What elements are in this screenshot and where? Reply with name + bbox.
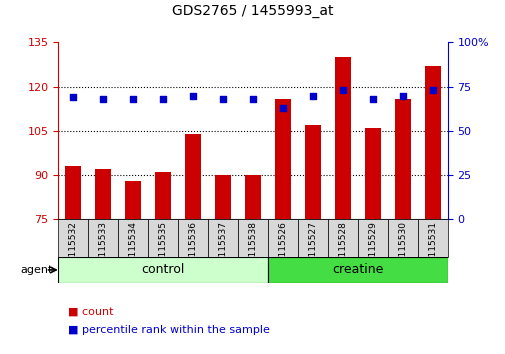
Bar bbox=[304, 125, 321, 219]
Bar bbox=[125, 181, 141, 219]
Text: control: control bbox=[141, 263, 184, 276]
Point bbox=[219, 96, 227, 102]
Point bbox=[248, 96, 257, 102]
Bar bbox=[95, 169, 111, 219]
Text: GSM115531: GSM115531 bbox=[427, 221, 436, 276]
Text: agent: agent bbox=[21, 265, 53, 275]
Bar bbox=[155, 172, 171, 219]
FancyBboxPatch shape bbox=[88, 219, 118, 257]
FancyBboxPatch shape bbox=[327, 219, 357, 257]
Bar bbox=[65, 166, 81, 219]
Point bbox=[338, 87, 346, 93]
Point bbox=[69, 95, 77, 100]
Text: GSM115535: GSM115535 bbox=[158, 221, 167, 276]
Point bbox=[99, 96, 107, 102]
Text: GSM115537: GSM115537 bbox=[218, 221, 227, 276]
Point bbox=[398, 93, 406, 98]
Text: GSM115538: GSM115538 bbox=[248, 221, 257, 276]
FancyBboxPatch shape bbox=[58, 257, 268, 283]
FancyBboxPatch shape bbox=[148, 219, 178, 257]
Bar bbox=[394, 98, 410, 219]
Bar bbox=[364, 128, 380, 219]
FancyBboxPatch shape bbox=[118, 219, 148, 257]
FancyBboxPatch shape bbox=[297, 219, 327, 257]
Text: GSM115530: GSM115530 bbox=[397, 221, 407, 276]
FancyBboxPatch shape bbox=[237, 219, 268, 257]
FancyBboxPatch shape bbox=[178, 219, 208, 257]
Bar bbox=[424, 66, 440, 219]
Point bbox=[428, 87, 436, 93]
Bar bbox=[184, 134, 201, 219]
Text: GSM115532: GSM115532 bbox=[69, 221, 78, 276]
Text: GSM115529: GSM115529 bbox=[368, 221, 377, 276]
FancyBboxPatch shape bbox=[268, 219, 297, 257]
Text: GSM115526: GSM115526 bbox=[278, 221, 287, 276]
Point bbox=[368, 96, 376, 102]
FancyBboxPatch shape bbox=[417, 219, 447, 257]
FancyBboxPatch shape bbox=[268, 257, 447, 283]
Bar bbox=[274, 98, 291, 219]
Text: GSM115536: GSM115536 bbox=[188, 221, 197, 276]
Text: GSM115528: GSM115528 bbox=[338, 221, 347, 276]
FancyBboxPatch shape bbox=[357, 219, 387, 257]
Bar bbox=[214, 175, 231, 219]
Bar bbox=[334, 57, 350, 219]
Text: ■ count: ■ count bbox=[68, 307, 114, 317]
Point bbox=[278, 105, 286, 111]
Point bbox=[129, 96, 137, 102]
Text: GDS2765 / 1455993_at: GDS2765 / 1455993_at bbox=[172, 4, 333, 18]
FancyBboxPatch shape bbox=[387, 219, 417, 257]
Text: GSM115533: GSM115533 bbox=[98, 221, 108, 276]
Text: creatine: creatine bbox=[332, 263, 383, 276]
Text: ■ percentile rank within the sample: ■ percentile rank within the sample bbox=[68, 325, 270, 335]
FancyBboxPatch shape bbox=[58, 219, 88, 257]
Point bbox=[189, 93, 197, 98]
Point bbox=[159, 96, 167, 102]
FancyBboxPatch shape bbox=[208, 219, 237, 257]
Bar bbox=[244, 175, 261, 219]
Point bbox=[308, 93, 316, 98]
Text: GSM115534: GSM115534 bbox=[128, 221, 137, 276]
Text: GSM115527: GSM115527 bbox=[308, 221, 317, 276]
